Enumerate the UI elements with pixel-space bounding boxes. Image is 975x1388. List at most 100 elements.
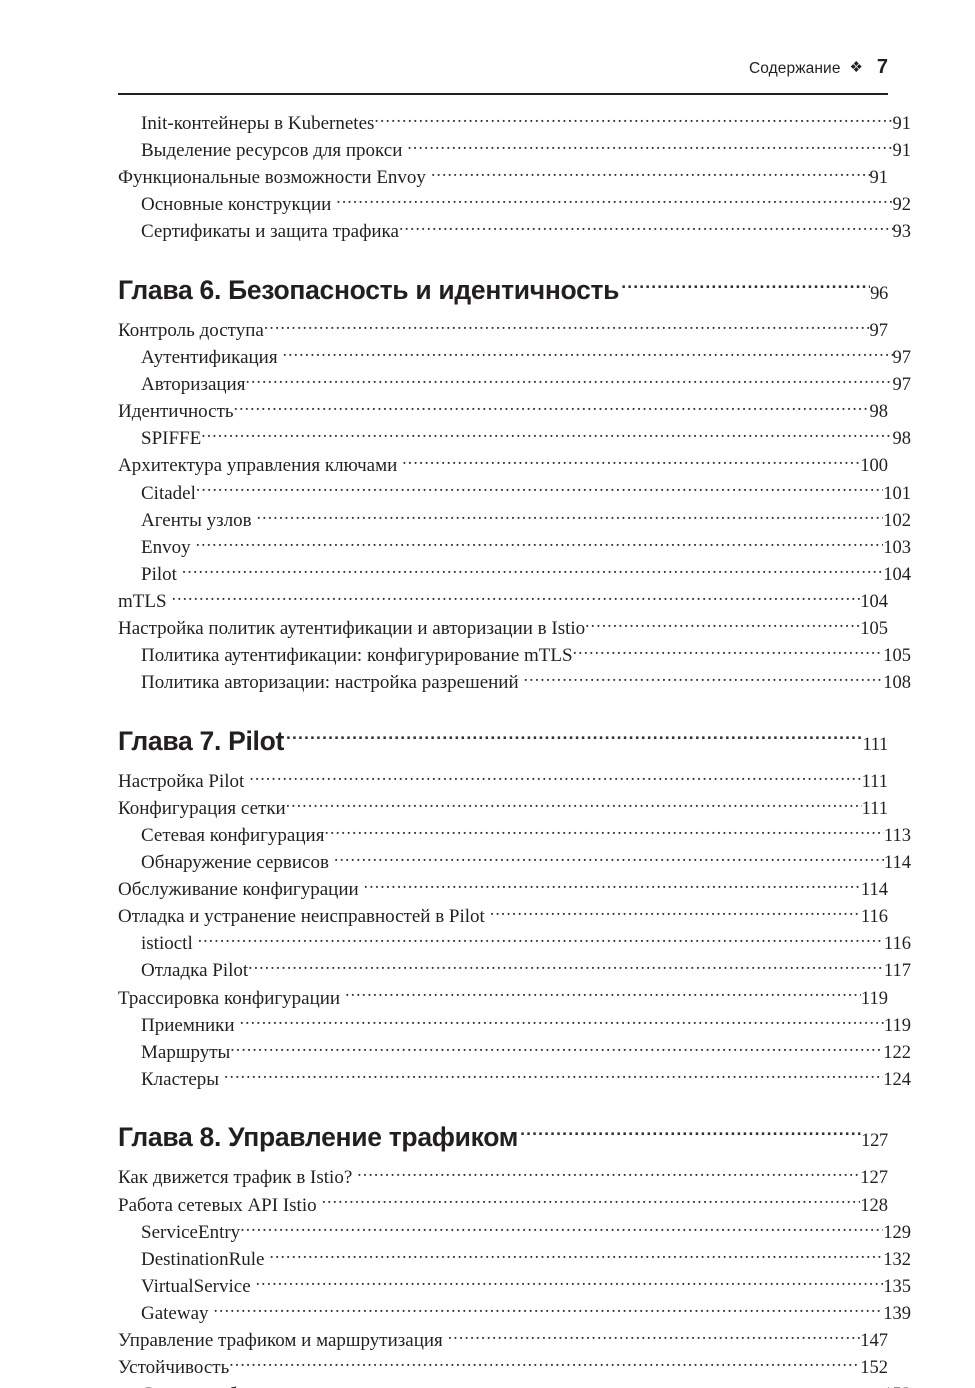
toc-entry-label: Pilot bbox=[141, 563, 177, 585]
toc-entry-label: Идентичность bbox=[118, 401, 234, 423]
toc-entry-row[interactable]: Трассировка конфигурации 119 bbox=[118, 985, 888, 1012]
dot-leader bbox=[407, 137, 892, 156]
toc-entry-row[interactable]: Политика авторизации: настройка разрешен… bbox=[118, 669, 911, 696]
toc-page-number: 128 bbox=[860, 1195, 888, 1216]
toc-entry-label: Контроль доступа bbox=[118, 319, 264, 341]
toc-entry-row[interactable]: Кластеры 124 bbox=[118, 1066, 911, 1093]
toc-page-number: 147 bbox=[860, 1330, 888, 1351]
toc-entry-row[interactable]: Аутентификация 97 bbox=[118, 344, 911, 371]
toc-page-number: 98 bbox=[869, 402, 889, 423]
toc-page-number: 97 bbox=[869, 320, 889, 341]
toc-entry-row[interactable]: Envoy 103 bbox=[118, 534, 911, 561]
dot-leader bbox=[364, 876, 861, 895]
header-rule bbox=[118, 93, 888, 96]
dot-leader bbox=[201, 425, 892, 444]
toc-entry-row[interactable]: Обслуживание конфигурации 114 bbox=[118, 876, 888, 903]
toc-entry-row[interactable]: Отладка и устранение неисправностей в Pi… bbox=[118, 903, 888, 930]
toc-entry-row[interactable]: ServiceEntry 129 bbox=[118, 1219, 911, 1246]
dot-leader bbox=[402, 452, 860, 471]
table-of-contents: Init-контейнеры в Kubernetes91Выделение … bbox=[118, 110, 911, 1388]
toc-entry-label: Управление трафиком и маршрутизация bbox=[118, 1329, 443, 1351]
toc-entry-label: Сетевая конфигурация bbox=[141, 824, 325, 846]
toc-entry-row[interactable]: Обнаружение сервисов 114 bbox=[118, 849, 911, 876]
dot-leader bbox=[345, 985, 861, 1004]
toc-entry-row[interactable]: Маршруты 122 bbox=[118, 1039, 911, 1066]
toc-entry-label: Отладка и устранение неисправностей в Pi… bbox=[118, 906, 485, 928]
dot-leader bbox=[448, 1327, 860, 1346]
toc-page-number: 96 bbox=[870, 283, 888, 304]
dot-leader bbox=[229, 1354, 860, 1373]
toc-entry-row[interactable]: Citadel 101 bbox=[118, 480, 911, 507]
toc-page-number: 105 bbox=[860, 619, 888, 639]
toc-entry-row[interactable]: Настройка Pilot 111 bbox=[118, 768, 888, 795]
toc-entry-row[interactable]: DestinationRule 132 bbox=[118, 1246, 911, 1273]
toc-page-number: 97 bbox=[892, 348, 912, 369]
toc-entry-row[interactable]: Устойчивость 152 bbox=[118, 1354, 888, 1381]
dot-leader bbox=[230, 1039, 883, 1058]
toc-chapter-row[interactable]: Глава 7. Pilot 111 bbox=[118, 723, 888, 762]
dot-leader bbox=[198, 930, 884, 949]
toc-chapter-label: Глава 7. Pilot bbox=[118, 725, 284, 756]
dot-leader bbox=[621, 272, 870, 299]
toc-page-number: 152 bbox=[860, 1358, 888, 1379]
toc-entry-label: Сертификаты и защита трафика bbox=[141, 221, 399, 243]
toc-entry-row[interactable]: Контроль доступа 97 bbox=[118, 317, 888, 344]
toc-entry-row[interactable]: Выделение ресурсов для прокси 91 bbox=[118, 137, 911, 164]
toc-entry-label: Кластеры bbox=[141, 1068, 220, 1090]
toc-entry-row[interactable]: Работа сетевых API Istio 128 bbox=[118, 1192, 888, 1219]
toc-entry-row[interactable]: Сертификаты и защита трафика 93 bbox=[118, 218, 911, 245]
toc-entry-label: Приемники bbox=[141, 1014, 235, 1036]
toc-entry-label: Архитектура управления ключами bbox=[118, 455, 398, 477]
toc-entry-label: Устойчивость bbox=[118, 1357, 230, 1379]
toc-entry-label: VirtualService bbox=[141, 1275, 251, 1297]
toc-entry-row[interactable]: Функциональные возможности Envoy 91 bbox=[118, 164, 888, 191]
toc-page-number: 92 bbox=[892, 195, 912, 216]
toc-entry-row[interactable]: istioctl 116 bbox=[118, 930, 911, 957]
toc-entry-label: SPIFFE bbox=[141, 428, 202, 450]
toc-entry-row[interactable]: Конфигурация сетки 111 bbox=[118, 795, 888, 822]
toc-entry-row[interactable]: Приемники 119 bbox=[118, 1012, 911, 1039]
toc-entry-label: Отладка Pilot bbox=[141, 960, 249, 982]
toc-entry-row[interactable]: Отладка Pilot 117 bbox=[118, 957, 911, 984]
dot-leader bbox=[196, 534, 884, 553]
toc-entry-row[interactable]: Идентичность 98 bbox=[118, 398, 888, 425]
dot-leader bbox=[240, 1219, 883, 1238]
toc-chapter-row[interactable]: Глава 8. Управление трафиком 127 bbox=[118, 1120, 888, 1159]
toc-entry-row[interactable]: Сетевая конфигурация 113 bbox=[118, 822, 911, 849]
toc-entry-label: Аутентификация bbox=[141, 347, 278, 369]
dot-leader bbox=[524, 669, 884, 688]
dot-leader bbox=[245, 371, 892, 390]
toc-entry-row[interactable]: Gateway 139 bbox=[118, 1300, 911, 1327]
toc-entry-label: Политика аутентификации: конфигурировани… bbox=[141, 645, 573, 667]
toc-entry-row[interactable]: Агенты узлов 102 bbox=[118, 507, 911, 534]
toc-entry-row[interactable]: Архитектура управления ключами 100 bbox=[118, 452, 888, 479]
dot-leader bbox=[248, 957, 884, 976]
toc-entry-label: Политика авторизации: настройка разрешен… bbox=[141, 672, 519, 694]
toc-page-number: 114 bbox=[883, 853, 911, 874]
toc-page-number: 111 bbox=[861, 771, 888, 792]
dot-leader bbox=[573, 642, 884, 661]
dot-leader bbox=[283, 344, 893, 363]
toc-entry-row[interactable]: SPIFFE 98 bbox=[118, 425, 911, 452]
toc-entry-row[interactable]: Настройка политик аутентификации и автор… bbox=[118, 615, 888, 642]
dot-leader bbox=[264, 317, 870, 336]
toc-entry-label: Трассировка конфигурации bbox=[118, 987, 341, 1009]
toc-entry-row[interactable]: mTLS 104 bbox=[118, 588, 888, 615]
diamond-ornament-icon: ❖ bbox=[849, 60, 863, 76]
toc-entry-row[interactable]: Управление трафиком и маршрутизация 147 bbox=[118, 1327, 888, 1354]
dot-leader bbox=[224, 1066, 883, 1085]
toc-entry-row[interactable]: Авторизация 97 bbox=[118, 371, 911, 398]
dot-leader bbox=[182, 561, 883, 580]
toc-entry-row[interactable]: Init-контейнеры в Kubernetes 91 bbox=[118, 110, 911, 137]
toc-entry-label: Настройка Pilot bbox=[118, 770, 245, 792]
toc-page-number: 116 bbox=[883, 934, 911, 955]
toc-chapter-row[interactable]: Глава 6. Безопасность и идентичность 96 bbox=[118, 272, 888, 311]
toc-entry-row[interactable]: Политика аутентификации: конфигурировани… bbox=[118, 642, 911, 669]
toc-page-number: 105 bbox=[883, 646, 911, 667]
toc-entry-row[interactable]: VirtualService 135 bbox=[118, 1273, 911, 1300]
toc-entry-label: Стратегия балансировки нагрузки bbox=[141, 1382, 422, 1388]
toc-entry-row[interactable]: Основные конструкции 92 bbox=[118, 191, 911, 218]
toc-entry-row[interactable]: Pilot 104 bbox=[118, 561, 911, 588]
toc-entry-row[interactable]: Стратегия балансировки нагрузки 153 bbox=[118, 1381, 911, 1388]
toc-entry-row[interactable]: Как движется трафик в Istio? 127 bbox=[118, 1164, 888, 1191]
